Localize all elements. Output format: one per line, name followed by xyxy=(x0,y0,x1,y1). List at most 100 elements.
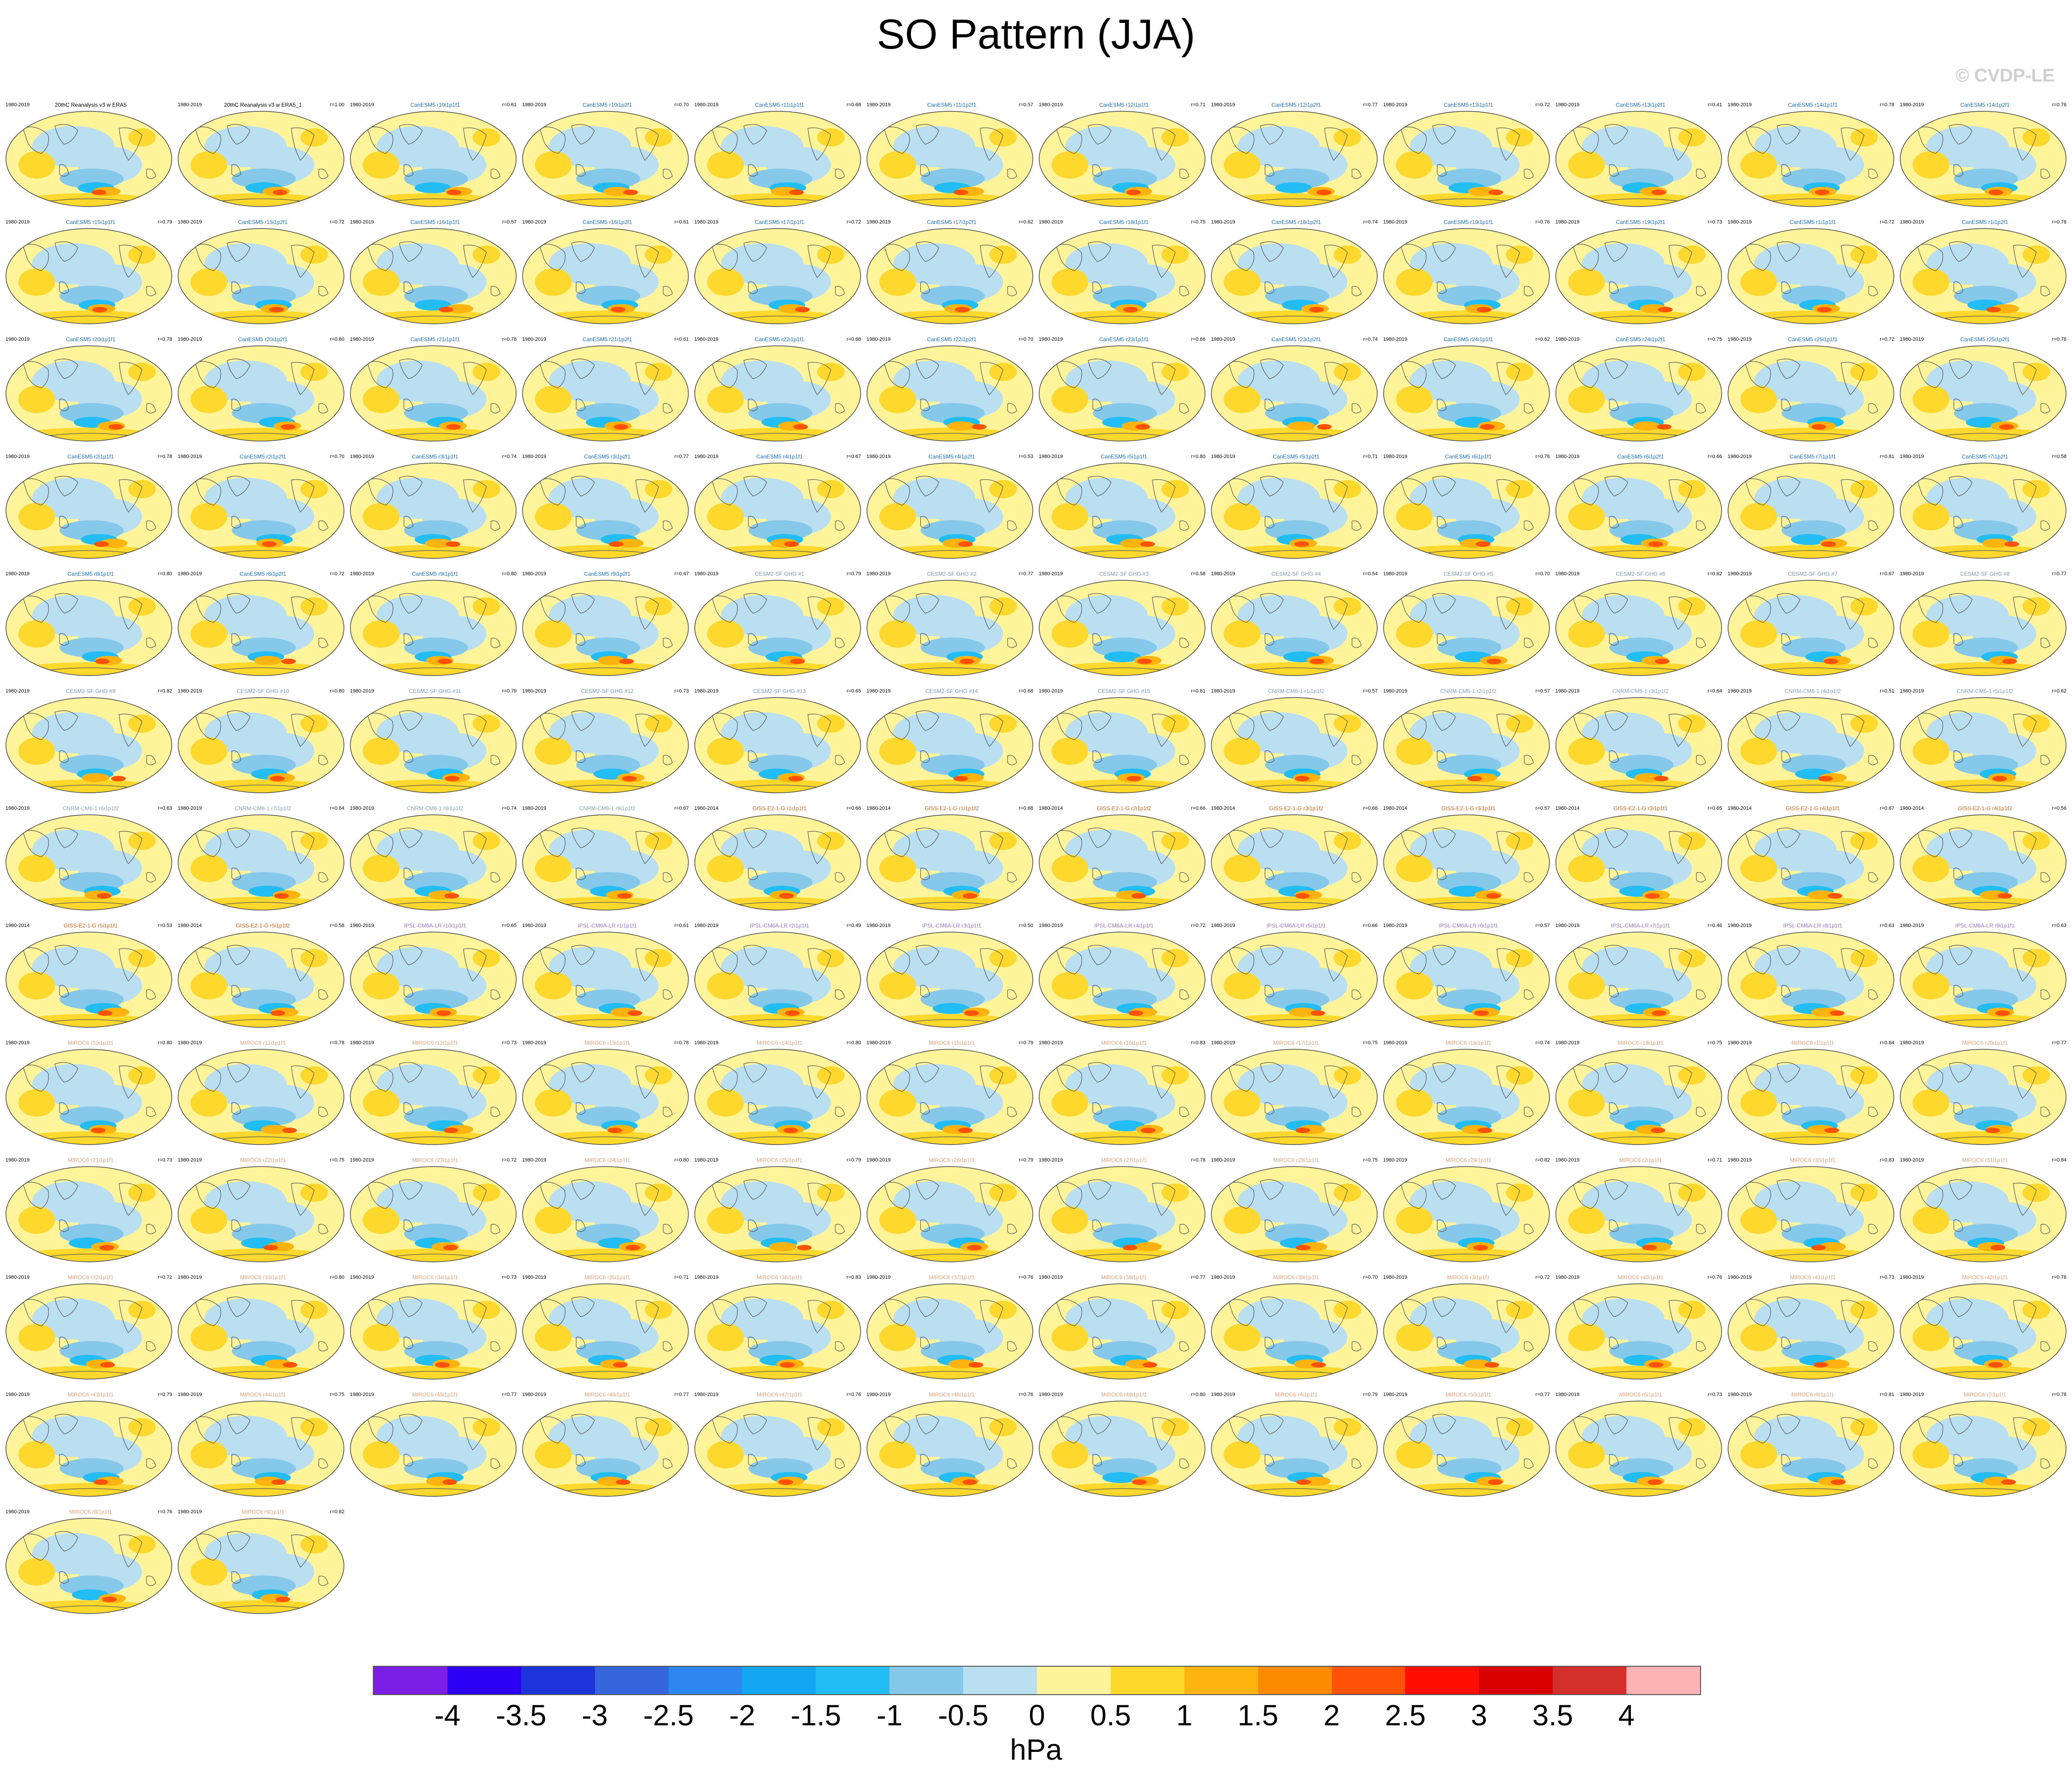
panel-years: 1980-2019 xyxy=(867,454,891,459)
map-panel: 1980-2019 CESM2-SF GHG #14 r=0.68 xyxy=(865,686,1035,796)
globe-map xyxy=(1039,111,1205,207)
panel-title: MIROC6 r45i1p1f1 xyxy=(412,1391,458,1398)
panel-title: CanESM5 r22i1p1f1 xyxy=(754,336,805,343)
colorbar-swatch xyxy=(1479,1667,1553,1694)
panel-years: 1980-2019 xyxy=(178,1509,202,1515)
panel-correlation: r=0.76 xyxy=(1019,1275,1034,1280)
panel-correlation: r=0.62 xyxy=(2052,688,2067,694)
panel-years: 1980-2019 xyxy=(1728,1040,1752,1046)
panel-correlation: r=0.77 xyxy=(674,454,689,459)
panel-title: IPSL-CM6A-LR r5i1p1f1 xyxy=(1266,922,1326,929)
map-panel: 1980-2019 CanESM5 r20i1p1f1 r=0.78 xyxy=(4,334,174,444)
panel-title: MIROC6 r50i1p1f1 xyxy=(1445,1391,1492,1398)
panel-correlation: r=0.54 xyxy=(1363,571,1378,577)
globe-map xyxy=(5,111,172,207)
globe-map xyxy=(1900,463,2067,559)
panel-correlation: r=0.80 xyxy=(502,571,517,577)
panel-years: 1980-2019 xyxy=(1383,923,1407,928)
map-panel: 1980-2019 CESM2-SF GHG #11 r=0.79 xyxy=(348,686,518,796)
panel-years: 1980-2019 xyxy=(1211,923,1235,928)
panel-correlation: r=0.65 xyxy=(1707,806,1723,811)
colorbar-tick-label: -0.5 xyxy=(938,1699,989,1732)
panel-correlation: r=0.65 xyxy=(502,923,517,928)
panel-years: 1980-2019 xyxy=(350,337,374,342)
panel-correlation: r=0.78 xyxy=(1191,1157,1206,1163)
panel-title: MIROC6 r24i1p1f1 xyxy=(584,1157,631,1163)
globe-map xyxy=(694,228,861,324)
panel-title: CanESM5 r7i1p1f1 xyxy=(1789,453,1836,460)
panel-years: 1980-2019 xyxy=(1039,1275,1063,1280)
map-panel: 1980-2019 MIROC6 r44i1p1f1 r=0.75 xyxy=(176,1390,346,1500)
colorbar-tick-label: -3.5 xyxy=(496,1699,546,1732)
map-panel: 1980-2019 CanESM5 r18i1p2f1 r=0.74 xyxy=(1209,217,1380,327)
map-panel: 1980-2019 CanESM5 r12i1p1f1 r=0.71 xyxy=(1037,100,1207,210)
panel-title: MIROC6 r7i1p1f1 xyxy=(1963,1391,2007,1398)
map-panel: 1980-2019 CanESM5 r1i1p2f1 r=0.78 xyxy=(1898,217,2068,327)
globe-map xyxy=(522,814,689,911)
panel-title: GISS-E2-1-G r3i1p1f1 xyxy=(1613,805,1668,812)
map-panel: 1980-2019 MIROC6 r42i1p1f1 r=0.76 xyxy=(1898,1272,2068,1382)
panel-title: CanESM5 r14i1p2f1 xyxy=(1960,102,2010,108)
panel-title: MIROC6 r5i1p1f1 xyxy=(1619,1391,1662,1398)
panel-years: 1980-2019 xyxy=(1900,923,1924,928)
globe-map xyxy=(178,1049,344,1145)
globe-map xyxy=(694,463,861,559)
panel-years: 1980-2019 xyxy=(522,1392,546,1397)
panel-correlation: r=0.73 xyxy=(1707,1392,1723,1397)
panel-years: 1980-2019 xyxy=(694,1392,719,1397)
panel-years: 1980-2019 xyxy=(1383,1392,1407,1397)
globe-map xyxy=(867,1401,1033,1497)
panel-years: 1980-2019 xyxy=(1900,1157,1924,1163)
map-panel: 1980-2019 MIROC6 r49i1p1f1 r=0.80 xyxy=(1037,1390,1207,1500)
globe-map xyxy=(522,111,689,207)
map-panel: 1980-2019 CESM2-SF GHG #4 r=0.54 xyxy=(1209,569,1380,679)
globe-map xyxy=(1211,1283,1378,1380)
globe-map xyxy=(350,463,517,559)
colorbar-tick-label: 1 xyxy=(1176,1699,1193,1732)
globe-map xyxy=(694,1283,861,1380)
panel-correlation: r=0.83 xyxy=(846,1275,862,1280)
panel-years: 1980-2019 xyxy=(5,1392,30,1397)
panel-years: 1980-2019 xyxy=(1383,219,1407,225)
map-panel: 1980-2019 CanESM5 r13i1p1f1 r=0.72 xyxy=(1381,100,1552,210)
panel-years: 1980-2019 xyxy=(1039,1392,1063,1397)
panel-title: CanESM5 r11i1p2f1 xyxy=(927,102,976,108)
map-panel: 1980-2019 CanESM5 r6i1p2f1 r=0.66 xyxy=(1554,452,1724,562)
panel-title: CESM2-SF GHG #12 xyxy=(581,688,634,694)
panel-title: MIROC6 r10i1p1f1 xyxy=(67,1040,114,1046)
globe-map xyxy=(350,1166,517,1262)
panel-title: MIROC6 r41i1p1f1 xyxy=(1789,1274,1836,1281)
map-panel: 1980-2014 GISS-E2-1-G r5i1p1f1 r=0.53 xyxy=(4,921,174,1031)
panel-title: MIROC6 r36i1p1f1 xyxy=(756,1274,803,1281)
map-panel: 1980-2014 GISS-E2-1-G r5i1p1f2 r=0.58 xyxy=(176,921,346,1031)
panel-title: CanESM5 r17i1p1f1 xyxy=(754,219,805,225)
panel-correlation: r=0.70 xyxy=(1535,571,1550,577)
map-panel: 1980-2019 MIROC6 r48i1p1f1 r=0.76 xyxy=(865,1390,1035,1500)
map-panel: 1980-2019 CanESM5 r5i1p1f1 r=0.80 xyxy=(1037,452,1207,562)
panel-years: 1980-2019 xyxy=(867,1392,891,1397)
map-panel: 1980-2019 MIROC6 r12i1p1f1 r=0.73 xyxy=(348,1038,518,1148)
panel-years: 1980-2019 xyxy=(1555,1157,1580,1163)
panel-correlation: r=0.75 xyxy=(330,1157,345,1163)
panel-correlation: r=0.84 xyxy=(1880,1040,1895,1046)
panel-title: CanESM5 r16i1p2f1 xyxy=(582,219,633,225)
map-panel: 1980-2019 CanESM5 r21i1p1f1 r=0.78 xyxy=(348,334,518,444)
panel-title: CanESM5 r18i1p1f1 xyxy=(1099,219,1149,225)
map-panel: 1980-2019 CanESM5 r16i1p1f1 r=0.57 xyxy=(348,217,518,327)
globe-map xyxy=(178,463,344,559)
map-panel: 1980-2014 GISS-E2-1-G r4i1p1f1 r=0.67 xyxy=(1726,803,1896,913)
panel-years: 1980-2019 xyxy=(1211,102,1235,108)
globe-map xyxy=(1900,580,2067,676)
panel-correlation: r=0.75 xyxy=(1363,1157,1378,1163)
globe-map xyxy=(867,814,1033,911)
map-panel: 1980-2019 MIROC6 r39i1p1f1 r=0.70 xyxy=(1209,1272,1380,1382)
globe-map xyxy=(350,111,517,207)
panel-years: 1980-2019 xyxy=(350,219,374,225)
panel-years: 1980-2019 xyxy=(867,219,891,225)
panel-years: 1980-2019 xyxy=(522,1157,546,1163)
map-panel: 1980-2019 MIROC6 r36i1p1f1 r=0.83 xyxy=(692,1272,863,1382)
panel-title: CanESM5 r8i1p2f1 xyxy=(240,571,286,577)
map-panel: 1980-2019 CanESM5 r22i1p1f1 r=0.68 xyxy=(692,334,863,444)
panel-correlation: r=0.80 xyxy=(158,571,173,577)
panel-title: CanESM5 r19i1p2f1 xyxy=(1615,219,1666,225)
